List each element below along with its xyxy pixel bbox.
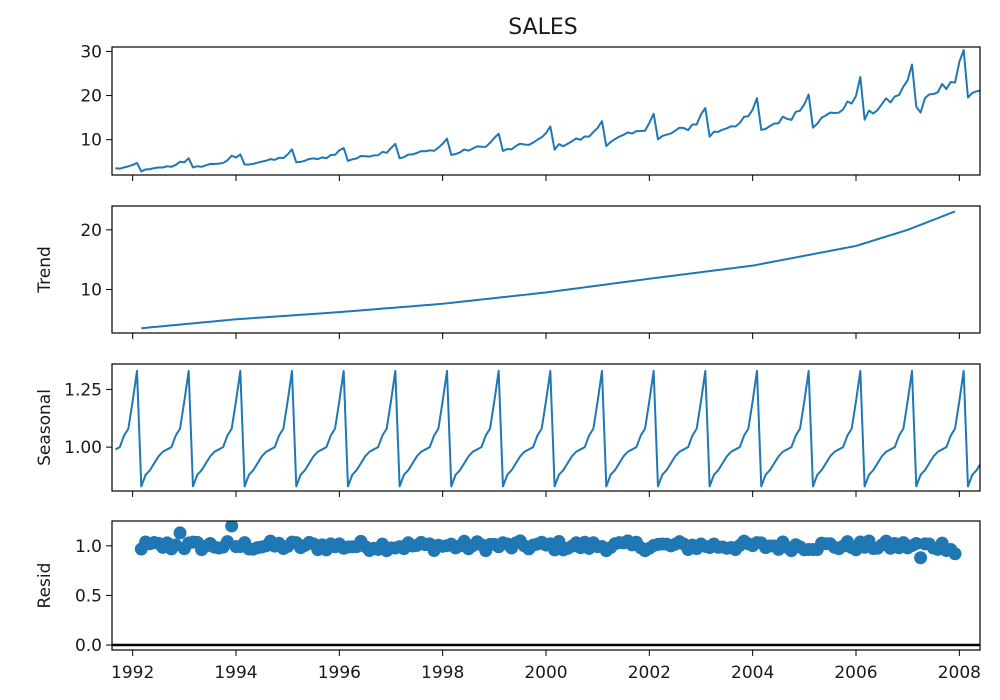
ytick-label: 20: [80, 221, 102, 241]
series-trend: [141, 210, 956, 330]
ytick-label: 30: [80, 42, 102, 62]
ytick-label: 10: [80, 280, 102, 300]
series-line-observed: [115, 49, 980, 173]
xtick-label: 2008: [938, 663, 981, 683]
ylabel-resid: Resid: [35, 563, 55, 609]
chart-title: SALES: [508, 15, 578, 40]
ylabel-seasonal: Seasonal: [35, 389, 55, 466]
ytick-label: 0.0: [75, 636, 102, 656]
panel-frame: [111, 46, 981, 176]
resid-point: [225, 521, 239, 533]
resid-point: [914, 551, 928, 565]
ytick-label: 1.25: [64, 380, 102, 400]
ytick-label: 1.0: [75, 537, 102, 557]
xtick-label: 2006: [834, 663, 877, 683]
xtick-label: 1992: [111, 663, 154, 683]
xtick-label: 1994: [214, 663, 257, 683]
ytick-label: 20: [80, 87, 102, 107]
series-line-seasonal: [114, 369, 980, 488]
xtick-label: 1996: [318, 663, 361, 683]
ytick-label: 10: [80, 131, 102, 151]
resid-point: [948, 547, 962, 561]
series-resid: [112, 521, 980, 647]
panel-seasonal: 1.00 1.25 Seasonal: [35, 363, 981, 497]
ytick-label: 0.5: [75, 586, 102, 606]
ylabel-trend: Trend: [35, 246, 55, 294]
panel-resid: 0.0 0.5 1.0 1992 1994 1996 1998 2000 2002 2004 200…: [35, 520, 981, 683]
panel-observed: 10 20 30: [80, 42, 981, 181]
xtick-label: 2002: [628, 663, 671, 683]
panel-trend: 10 20 Trend: [35, 205, 981, 339]
resid-point: [173, 526, 187, 540]
series-line-trend: [141, 210, 956, 330]
panel-frame: [111, 205, 981, 334]
xtick-label: 2004: [731, 663, 774, 683]
xtick-label: 2000: [524, 663, 567, 683]
xtick-label: 1998: [421, 663, 464, 683]
series-seasonal: [114, 369, 980, 488]
series-observed: [115, 49, 980, 173]
ytick-label: 1.00: [64, 438, 102, 458]
